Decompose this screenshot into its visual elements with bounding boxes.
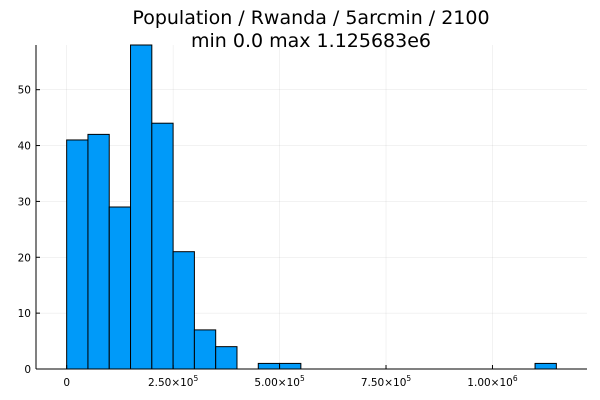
histogram-bar-6 bbox=[193, 329, 217, 370]
histogram-bar-0 bbox=[66, 139, 89, 370]
histogram-bar-8 bbox=[257, 362, 281, 370]
histogram-bar-4 bbox=[151, 122, 174, 370]
x-tick-label-3: 7.50×105 bbox=[361, 374, 412, 389]
y-tick-label-5: 50 bbox=[18, 85, 31, 97]
x-tick-label-4: 1.00×106 bbox=[467, 374, 518, 389]
y-tick-label-3: 30 bbox=[18, 196, 31, 208]
x-tick-label-0: 0 bbox=[63, 377, 70, 389]
y-tick-label-4: 40 bbox=[18, 141, 31, 153]
y-tick-label-0: 0 bbox=[24, 364, 31, 376]
histogram-bar-5 bbox=[172, 251, 195, 370]
y-tick-label-2: 20 bbox=[18, 252, 31, 264]
histogram-bar-10 bbox=[534, 362, 557, 370]
chart-subtitle: min 0.0 max 1.125683e6 bbox=[191, 30, 431, 52]
axes bbox=[35, 45, 587, 370]
histogram-bar-3 bbox=[130, 44, 153, 370]
histogram-bar-1 bbox=[87, 133, 110, 370]
x-tick-label-2: 5.00×105 bbox=[254, 374, 305, 389]
bars bbox=[66, 44, 557, 370]
x-tick-label-1: 2.50×105 bbox=[148, 374, 199, 389]
histogram-bar-9 bbox=[279, 362, 302, 370]
histogram-bar-7 bbox=[215, 346, 238, 370]
y-axis-ticks: 0 10 20 30 40 50 bbox=[18, 85, 40, 376]
histogram-bar-2 bbox=[108, 206, 132, 370]
x-axis-ticks: 0 2.50×105 5.00×105 7.50×105 1.00×106 bbox=[63, 365, 518, 389]
chart-title: Population / Rwanda / 5arcmin / 2100 bbox=[132, 7, 489, 29]
y-tick-label-1: 10 bbox=[18, 308, 31, 320]
